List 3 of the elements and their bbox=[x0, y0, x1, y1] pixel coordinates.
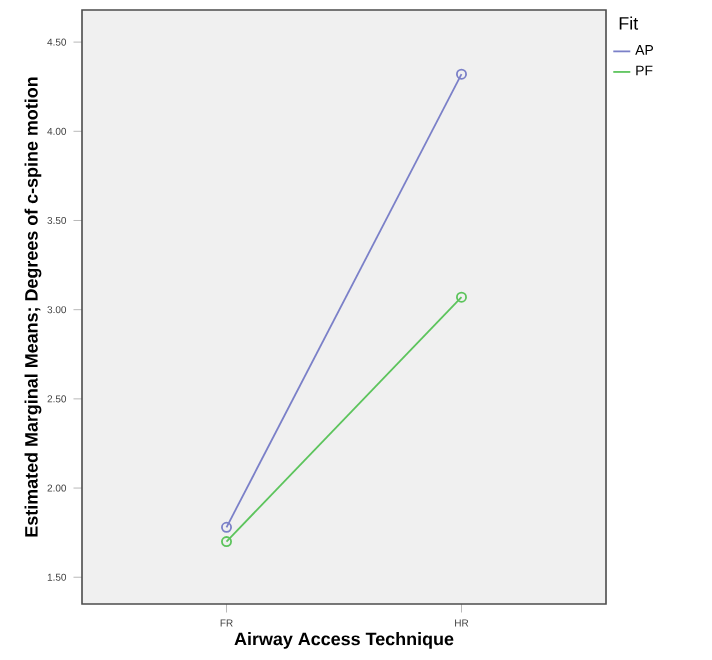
legend-title: Fit bbox=[619, 16, 639, 30]
x-axis-title: Airway Access Technique bbox=[234, 632, 454, 649]
y-axis-title: Estimated Marginal Means; Degrees of c-spine motion bbox=[24, 77, 42, 537]
